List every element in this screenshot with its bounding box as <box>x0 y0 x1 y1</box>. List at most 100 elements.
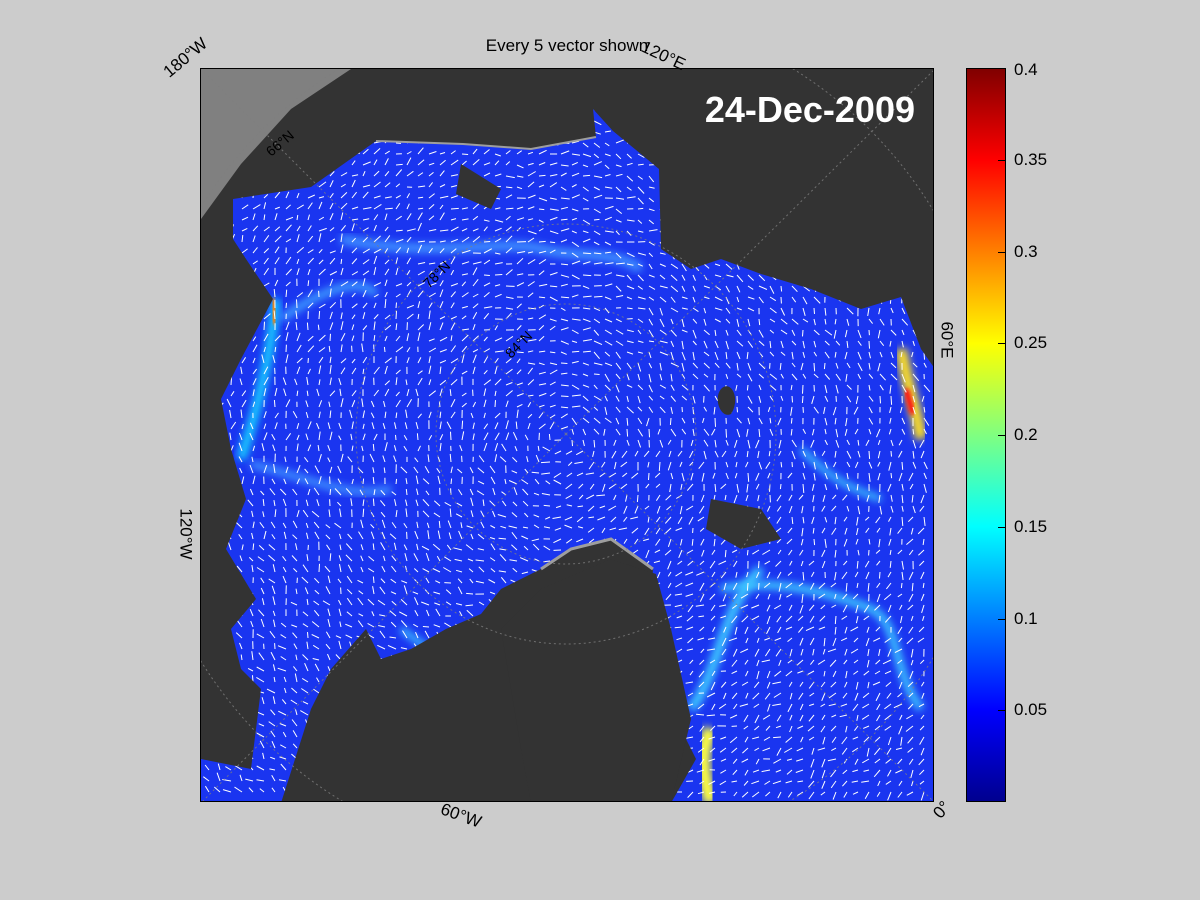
drift-vector <box>791 329 796 336</box>
drift-vector <box>820 725 826 733</box>
drift-vector <box>835 428 839 438</box>
drift-vector <box>855 604 859 614</box>
drift-vector <box>582 395 589 402</box>
drift-vector <box>241 303 247 309</box>
drift-vector <box>845 582 848 592</box>
drift-vector <box>449 453 452 463</box>
drift-vector <box>687 604 694 613</box>
drift-vector <box>384 388 390 397</box>
drift-vector <box>626 395 629 403</box>
drift-vector <box>754 626 760 633</box>
drift-vector <box>501 677 507 683</box>
drift-vector <box>578 494 584 500</box>
drift-vector <box>362 499 365 507</box>
drift-vector <box>703 307 707 314</box>
drift-vector <box>274 162 283 166</box>
drift-vector <box>273 310 276 320</box>
drift-vector <box>714 362 720 369</box>
drift-vector <box>846 439 850 446</box>
drift-vector <box>527 251 534 254</box>
drift-vector <box>494 422 499 430</box>
drift-vector <box>797 615 804 621</box>
drift-vector <box>868 428 872 435</box>
drift-vector <box>219 203 224 210</box>
drift-vector <box>549 325 556 331</box>
drift-vector <box>263 235 270 243</box>
drift-vector <box>458 530 463 540</box>
drift-vector <box>444 741 452 749</box>
drift-vector <box>403 544 408 551</box>
drift-vector <box>381 686 386 694</box>
drift-vector <box>285 170 288 177</box>
drift-vector <box>648 153 657 159</box>
drift-vector <box>670 296 676 303</box>
drift-vector <box>890 472 893 479</box>
drift-vector <box>304 468 309 474</box>
drift-vector <box>769 285 775 294</box>
drift-vector <box>306 532 309 540</box>
drift-vector <box>912 197 920 204</box>
drift-vector <box>373 314 379 320</box>
drift-vector <box>443 681 452 683</box>
drift-vector <box>204 764 210 771</box>
drift-vector <box>472 335 479 342</box>
svalbard-island <box>706 499 781 549</box>
drift-vector <box>575 560 584 564</box>
drift-vector <box>747 197 754 206</box>
drift-vector <box>401 664 408 672</box>
drift-vector <box>824 142 833 146</box>
drift-vector <box>395 247 402 254</box>
drift-vector <box>450 302 455 309</box>
drift-vector <box>521 535 529 540</box>
drift-vector <box>879 186 884 194</box>
drift-vector <box>346 752 353 760</box>
drift-vector <box>886 692 892 699</box>
drift-vector <box>708 780 716 785</box>
drift-vector <box>412 762 419 771</box>
drift-vector <box>476 490 485 496</box>
drift-vector <box>395 412 398 419</box>
drift-vector <box>697 747 705 753</box>
drift-vector <box>747 439 751 449</box>
drift-vector <box>413 623 419 628</box>
drift-vector <box>283 478 287 485</box>
drift-vector <box>681 428 687 435</box>
drift-vector <box>798 692 804 700</box>
drift-vector <box>864 516 870 521</box>
drift-vector <box>825 77 830 78</box>
drift-vector <box>908 571 914 580</box>
drift-vector <box>831 747 837 752</box>
drift-vector <box>802 571 805 581</box>
drift-vector <box>907 736 914 744</box>
drift-vector <box>863 615 870 621</box>
drift-vector <box>404 553 408 562</box>
drift-vector <box>681 208 689 213</box>
drift-vector <box>623 505 628 514</box>
drift-vector <box>277 667 287 672</box>
drift-vector <box>400 620 408 628</box>
drift-vector <box>634 450 639 457</box>
drift-vector <box>637 340 644 343</box>
drift-vector <box>241 257 246 265</box>
drift-vector <box>863 736 870 743</box>
drift-vector <box>888 428 892 435</box>
drift-vector <box>296 423 300 430</box>
drift-vector <box>863 725 870 729</box>
drift-vector <box>648 373 652 383</box>
drift-vector <box>835 384 839 394</box>
drift-vector <box>422 669 430 672</box>
drift-vector <box>350 498 353 507</box>
drift-vector <box>372 586 375 595</box>
drift-vector <box>577 526 584 529</box>
drift-vector <box>648 241 655 246</box>
drift-vector <box>890 450 892 457</box>
drift-vector <box>659 263 666 267</box>
drift-vector <box>450 358 459 364</box>
drift-vector <box>436 732 441 738</box>
colorbar-tick-mark <box>998 251 1006 253</box>
drift-vector <box>337 578 342 584</box>
drift-vector <box>692 230 700 233</box>
drift-vector <box>824 241 832 246</box>
drift-vector <box>577 505 584 508</box>
drift-vector <box>368 567 375 573</box>
